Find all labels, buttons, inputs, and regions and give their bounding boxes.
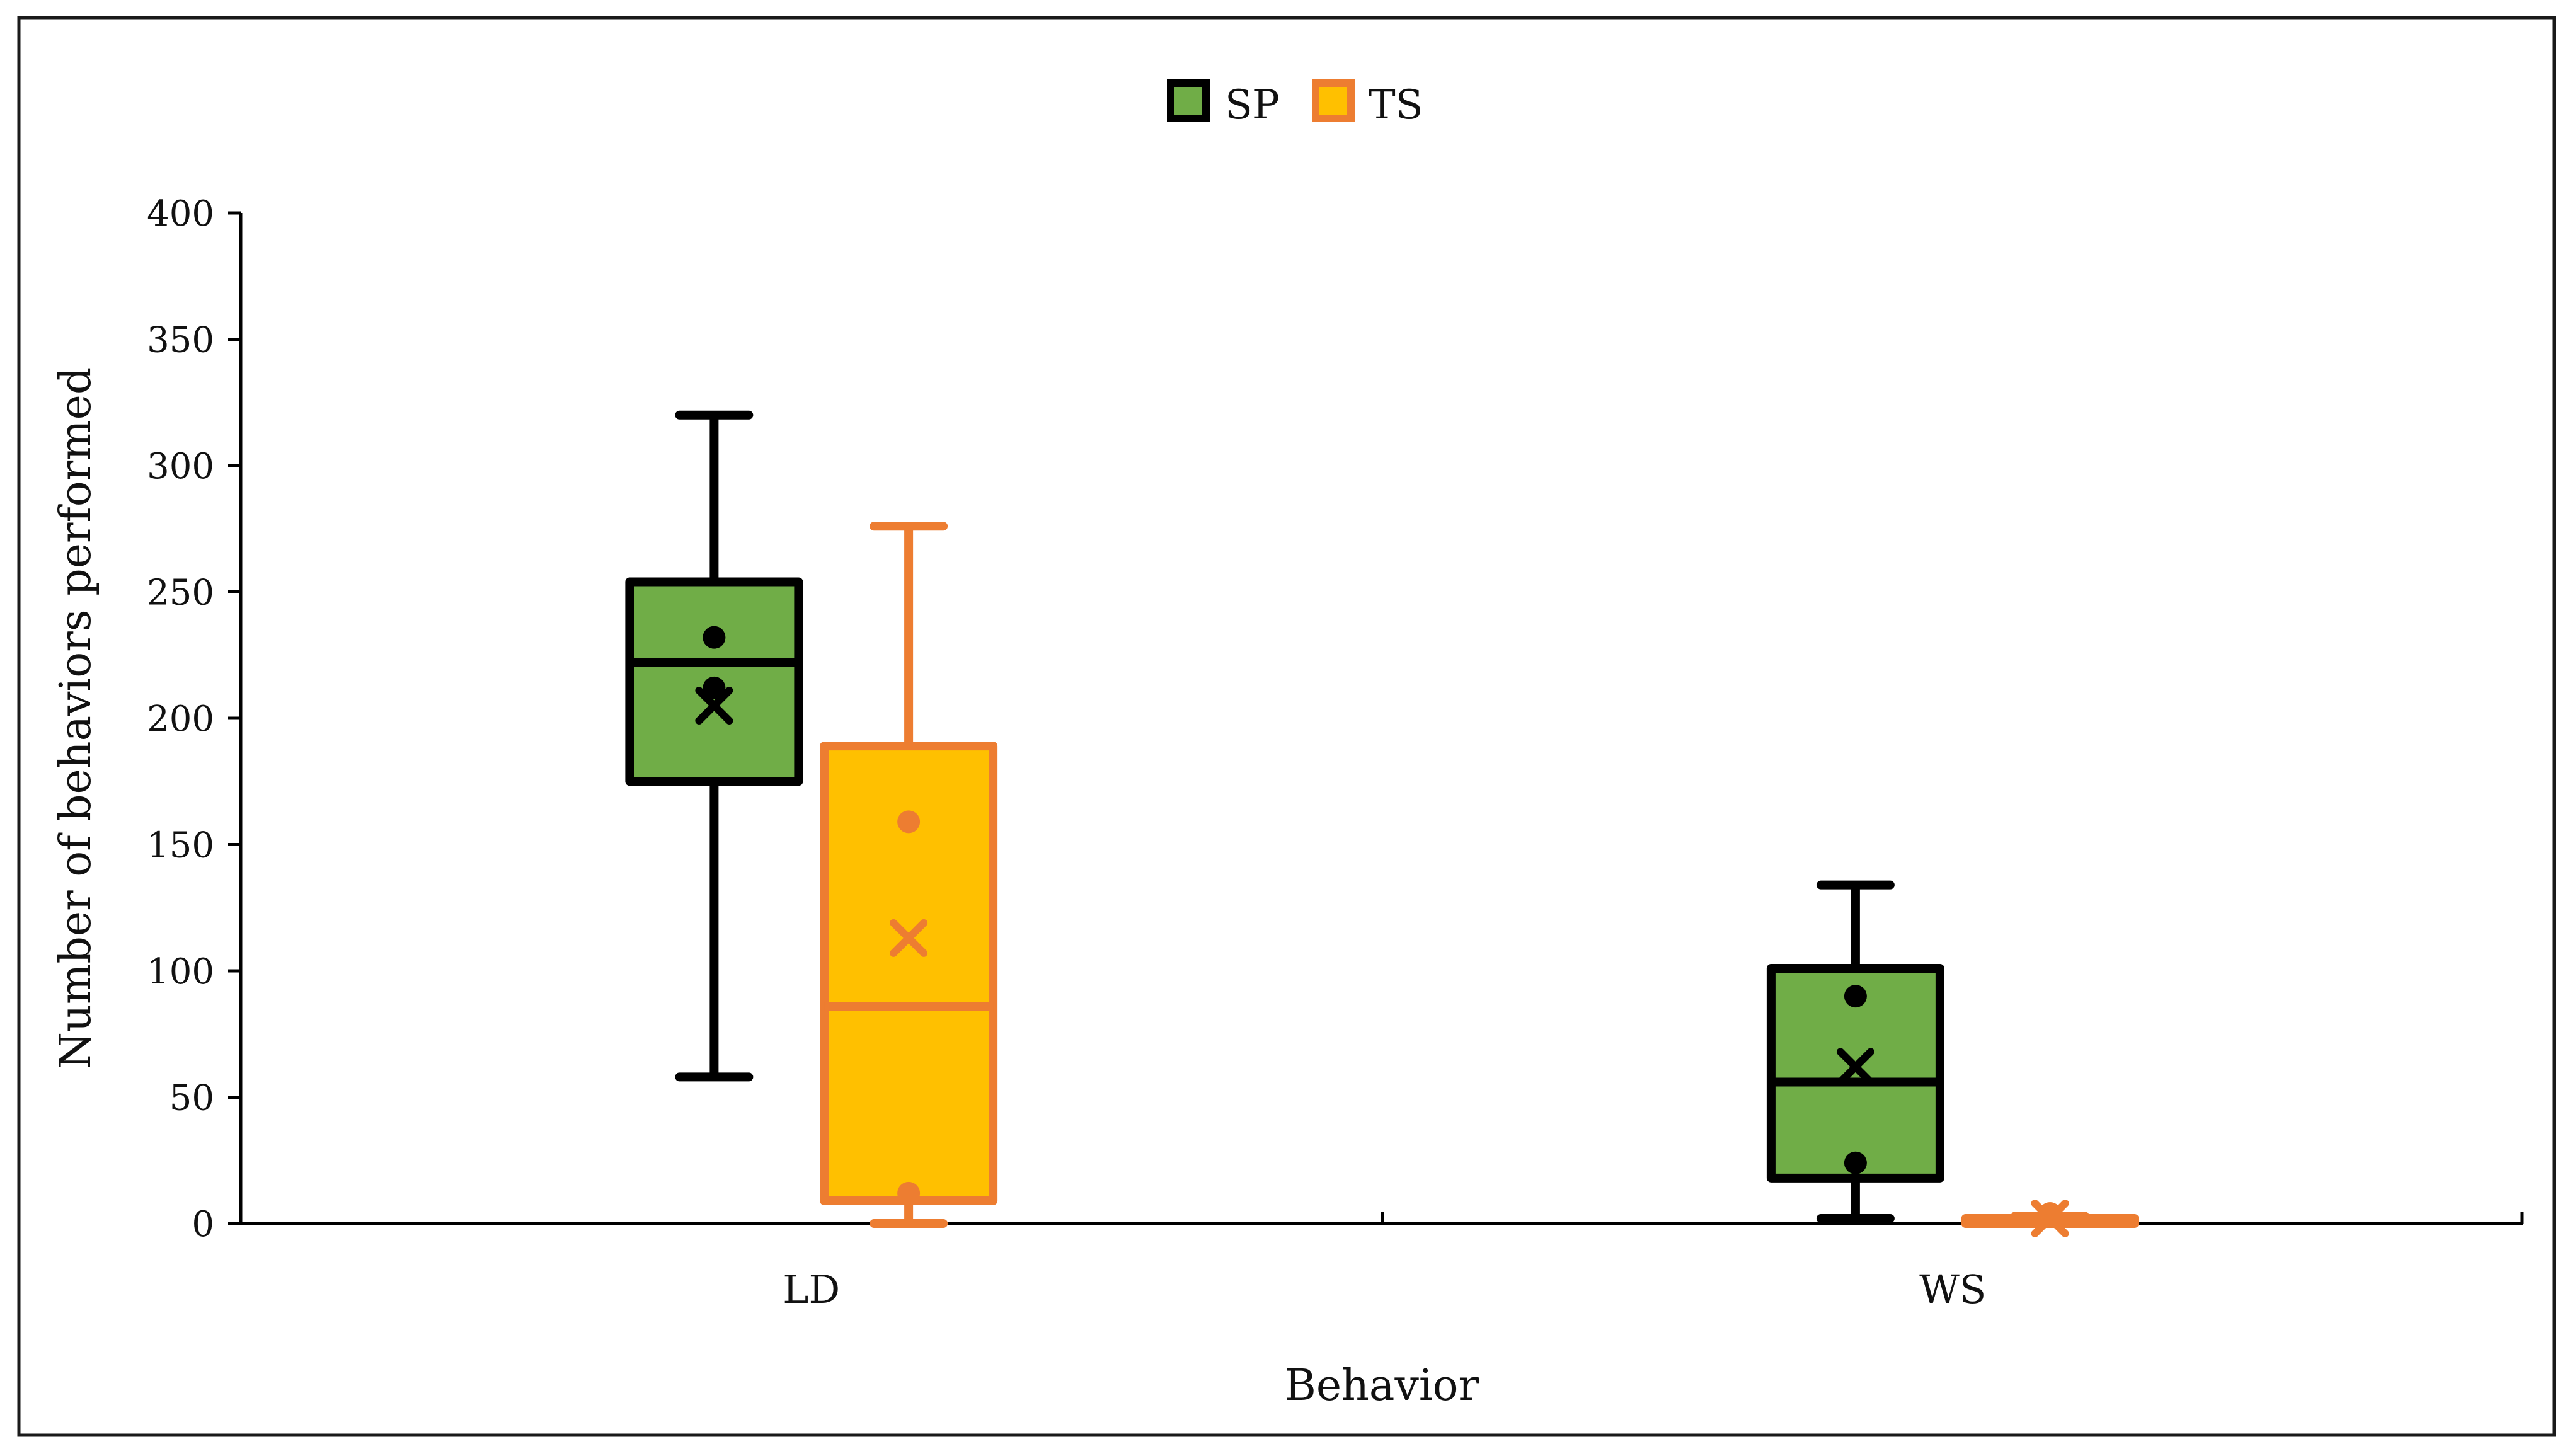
box-ts-ws: [1961, 1199, 2139, 1237]
mean-marker-stroke: [1836, 1048, 1874, 1086]
chart-frame: [17, 16, 2556, 1437]
data-point: [703, 626, 726, 649]
box-sp-ws: [1766, 880, 1944, 1223]
mean-marker-stroke: [695, 686, 733, 725]
x-axis-title: Behavior: [1285, 1361, 1479, 1411]
mean-marker: [890, 919, 928, 957]
y-tick-label: 50: [169, 1078, 214, 1119]
y-tick-label: 100: [147, 951, 214, 992]
mean-marker: [2031, 1199, 2069, 1237]
box-ts-ld: [820, 522, 998, 1228]
y-tick-label: 300: [147, 446, 214, 487]
y-tick-label: 200: [147, 699, 214, 740]
legend-label-ts: TS: [1369, 82, 1423, 129]
y-axis-title: Number of behaviors performed: [51, 367, 101, 1070]
mean-marker-stroke: [2031, 1199, 2069, 1237]
mean-marker: [1836, 1048, 1874, 1086]
data-point: [1844, 985, 1867, 1008]
mean-marker-stroke: [890, 919, 928, 957]
y-tick-label: 250: [147, 573, 214, 614]
x-category-label: LD: [783, 1266, 840, 1312]
legend: SP TS: [1167, 79, 1423, 129]
legend-swatch-ts: [1312, 79, 1355, 122]
mean-marker: [695, 686, 733, 725]
y-tick-label: 0: [192, 1204, 214, 1245]
y-tick-label: 350: [147, 320, 214, 361]
data-point: [897, 810, 921, 834]
y-tick-label: 400: [147, 193, 214, 234]
data-point: [703, 676, 726, 699]
data-point: [897, 1181, 921, 1205]
x-category-label: WS: [1919, 1266, 1986, 1312]
box-sp-ld: [625, 410, 803, 1082]
legend-label-sp: SP: [1225, 82, 1280, 129]
data-point: [1844, 1151, 1867, 1174]
legend-swatch-sp: [1167, 79, 1210, 122]
y-tick-label: 150: [147, 825, 214, 866]
